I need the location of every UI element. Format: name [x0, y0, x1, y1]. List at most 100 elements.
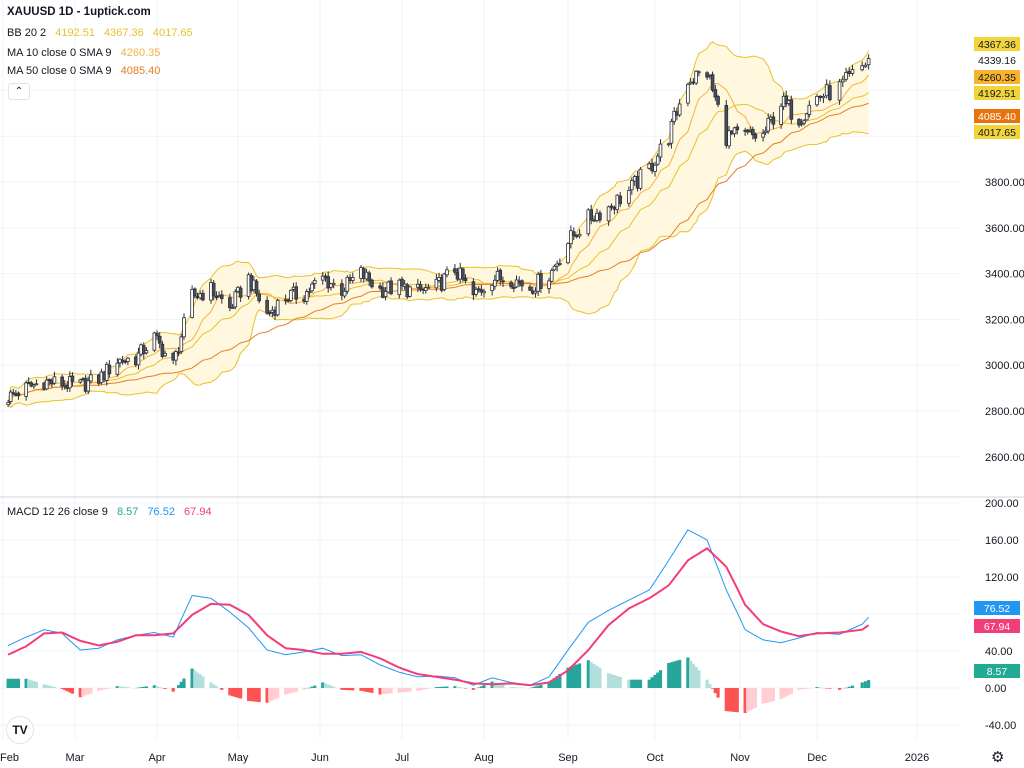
settings-button[interactable]: ⚙	[991, 748, 1004, 766]
candle	[498, 269, 503, 281]
candle	[799, 122, 804, 125]
histogram-bar	[42, 684, 46, 688]
macd-axis-tick: 160.00	[985, 535, 1019, 547]
macd-hist-value: 8.57	[116, 506, 139, 518]
logo-text: TV	[12, 723, 28, 737]
time-axis-label: Jun	[311, 752, 329, 764]
histogram-bar	[461, 687, 465, 689]
candle	[233, 291, 238, 308]
histogram-bar	[370, 688, 374, 693]
histogram-bar	[291, 688, 296, 693]
candle	[797, 119, 801, 126]
histogram-bar	[362, 688, 366, 692]
candle	[784, 95, 788, 105]
histogram-bar	[539, 684, 543, 688]
candle	[350, 277, 355, 281]
time-axis-label: Jul	[395, 752, 409, 764]
candle	[860, 65, 864, 71]
histogram-bar	[139, 687, 143, 688]
histogram-bar	[609, 674, 614, 688]
histogram-bar	[29, 680, 33, 688]
histogram-bar	[27, 679, 31, 688]
candle	[107, 364, 112, 375]
candle	[866, 58, 871, 66]
histogram-bar	[381, 688, 385, 695]
histogram-bar	[389, 688, 393, 694]
gear-icon: ⚙	[991, 749, 1005, 766]
candle	[275, 300, 280, 316]
histogram-bar	[249, 688, 253, 702]
histogram-bar	[653, 674, 657, 688]
histogram-bar	[437, 686, 441, 688]
candle	[265, 300, 269, 314]
time-axis-label: 2026	[905, 752, 929, 764]
candle	[705, 72, 709, 78]
candle	[574, 234, 579, 238]
histogram-bar	[97, 688, 101, 691]
histogram-bar	[198, 674, 202, 688]
candle	[555, 263, 559, 267]
candle	[331, 282, 336, 286]
signal-badge-bg	[974, 619, 1020, 633]
histogram-bar	[105, 688, 109, 689]
histogram-bar	[144, 686, 149, 688]
candle	[230, 307, 235, 309]
histogram-bar	[730, 688, 734, 712]
ma50-badge-bg	[974, 109, 1020, 123]
ma50-badge: 4085.40	[978, 111, 1016, 123]
ma10-badge: 4260.35	[978, 72, 1016, 84]
histogram-bar	[307, 687, 312, 689]
histogram-bar	[421, 688, 425, 690]
histogram-bar	[424, 688, 428, 690]
candle	[493, 279, 497, 287]
candle	[751, 129, 755, 136]
histogram-bar	[201, 676, 205, 688]
candle	[694, 70, 698, 84]
histogram-bar	[735, 688, 739, 713]
candle	[771, 116, 776, 125]
candle	[60, 376, 64, 387]
candle	[558, 263, 562, 265]
time-axis-label: Feb	[0, 752, 19, 764]
histogram-bar	[257, 688, 261, 703]
histogram-bar	[50, 686, 54, 688]
macd-legend[interactable]: MACD 12 26 close 9 8.57 76.52 67.94	[7, 506, 218, 518]
histogram-bar	[691, 663, 695, 688]
ma50-value: 4085.40	[120, 65, 161, 77]
candle	[312, 280, 317, 284]
candle	[24, 382, 28, 397]
bb-legend[interactable]: BB 20 2 4192.51 4367.36 4017.65	[7, 27, 199, 39]
ma50-legend[interactable]: MA 50 close 0 SMA 9 4085.40	[7, 65, 166, 77]
histogram-bar	[675, 660, 679, 688]
candle	[802, 120, 806, 124]
histogram-bar	[209, 682, 213, 688]
collapse-legend-button[interactable]: ⌃	[8, 83, 30, 100]
histogram-bar	[246, 688, 251, 701]
candle	[807, 104, 812, 115]
histogram-bar	[724, 688, 728, 712]
histogram-badge: 8.57	[987, 666, 1008, 678]
candle	[136, 352, 141, 366]
histogram-bar	[265, 688, 269, 703]
candle	[520, 280, 524, 287]
candle	[821, 96, 826, 99]
histogram-bar	[595, 665, 599, 688]
histogram-bar	[727, 688, 731, 712]
bb-lower-line	[7, 131, 869, 409]
candle	[509, 282, 513, 288]
candle	[115, 362, 120, 375]
histogram-bar	[47, 685, 51, 688]
ma10-legend[interactable]: MA 10 close 0 SMA 9 4260.35	[7, 47, 166, 59]
candle	[539, 273, 543, 289]
tradingview-logo[interactable]: TV	[6, 716, 34, 744]
candle	[228, 297, 232, 309]
candle	[211, 282, 216, 297]
candle	[254, 280, 259, 294]
histogram-bar	[418, 688, 423, 691]
candle	[713, 89, 718, 98]
candle	[304, 290, 309, 302]
candle	[844, 72, 848, 80]
histogram-bar	[329, 685, 333, 688]
histogram-bar	[501, 684, 505, 688]
